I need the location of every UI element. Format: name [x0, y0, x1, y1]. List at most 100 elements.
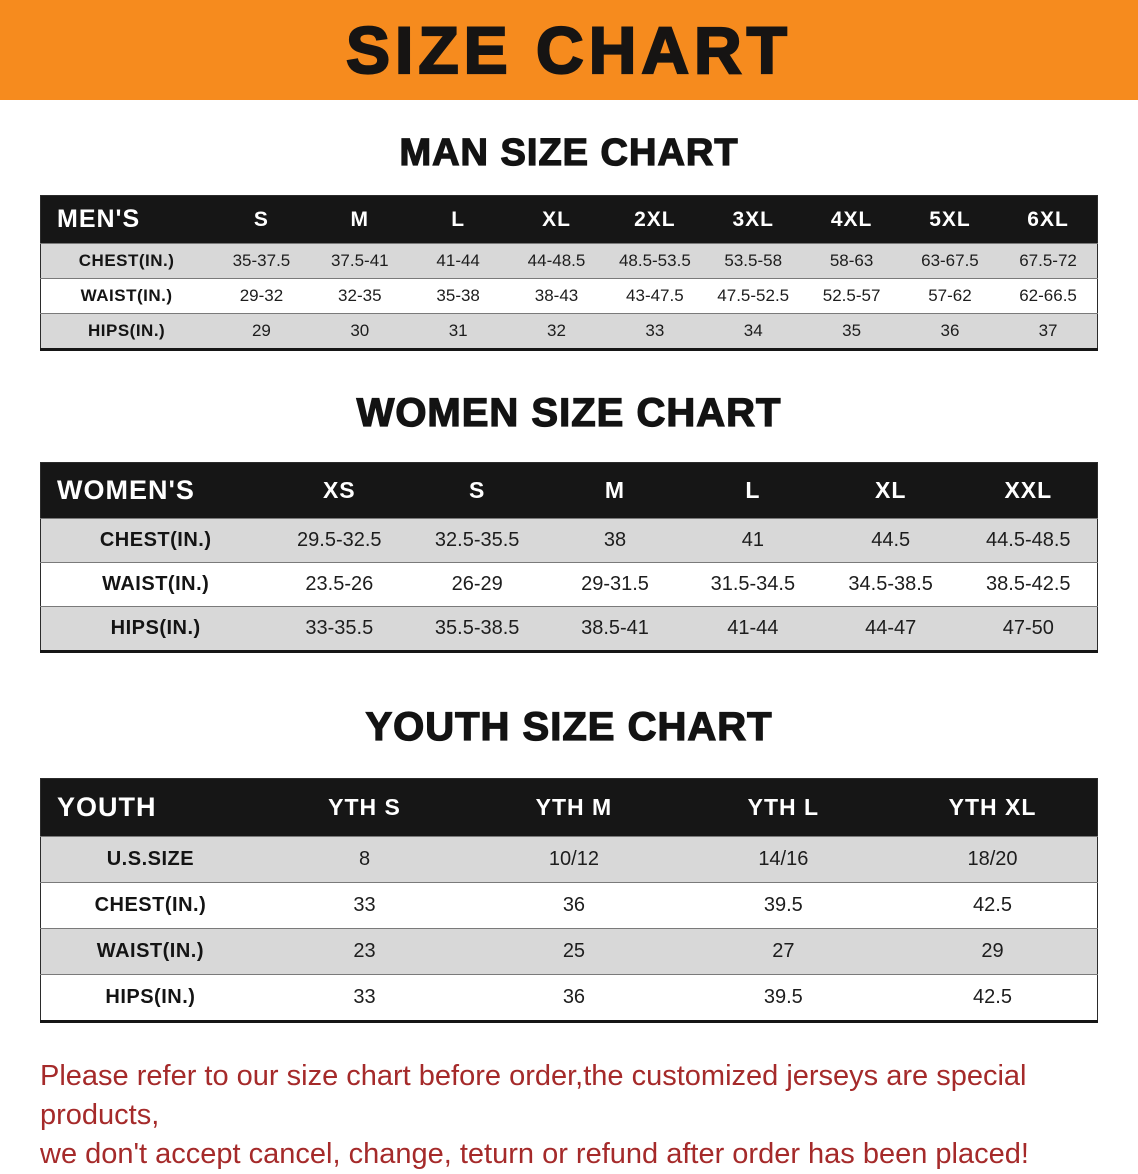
measurement-label-cell: CHEST(IN.)	[78, 251, 175, 270]
size-column-header: YTH M	[535, 794, 613, 820]
measurement-value-cell: 39.5	[763, 986, 803, 1008]
measurement-value-cell: 57-62	[928, 286, 972, 305]
measurement-row: CHEST(IN.) 35-37.5 37.5-41 41-44 44-48.5 48.5…	[40, 243, 1098, 279]
measurement-value-cell: 41-44	[727, 617, 779, 639]
measurement-value-cell: 27	[772, 940, 795, 962]
measurement-row: U.S.SIZE 8 10/12 14/16 18/20	[40, 836, 1098, 883]
measurement-value-cell: 39.5	[763, 894, 803, 916]
size-column-header: 3XL	[732, 207, 774, 231]
measurement-value-cell: 48.5-53.5	[618, 251, 691, 270]
measurement-row: WAIST(IN.) 23 25 27 29	[40, 928, 1098, 975]
measurement-row: HIPS(IN.) 33-35.5 35.5-38.5 38.5-41 41-44 44-…	[40, 606, 1098, 652]
measurement-value-cell: 47-50	[1002, 617, 1054, 639]
table-header-row: WOMEN'S XS S M L XL XXL	[40, 462, 1098, 519]
size-column-header: 6XL	[1027, 207, 1069, 231]
measurement-value-cell: 44.5	[871, 529, 911, 551]
measurement-value-cell: 42.5	[973, 894, 1012, 916]
measurement-value-cell: 10/12	[548, 848, 599, 870]
measurement-value-cell: 29-31.5	[581, 573, 649, 595]
measurement-value-cell: 36	[562, 894, 586, 916]
measurement-value-cell: 53.5-58	[724, 251, 783, 270]
table-title-cell: YOUTH	[57, 792, 157, 822]
measurement-value-cell: 32	[547, 321, 566, 340]
size-column-header: YTH S	[328, 794, 401, 820]
measurement-value-cell: 23	[353, 940, 376, 962]
women-size-table: WOMEN'S XS S M L XL XXL CHEST(IN.) 29.5-32.5 32.5…	[40, 462, 1098, 653]
measurement-value-cell: 31	[448, 321, 468, 340]
measurement-value-cell: 52.5-57	[822, 286, 881, 305]
size-column-header: L	[451, 207, 466, 231]
measurement-value-cell: 38	[603, 529, 627, 551]
size-column-header: M	[604, 477, 626, 503]
measurement-value-cell: 38.5-41	[581, 617, 649, 639]
measurement-value-cell: 34.5-38.5	[848, 573, 933, 595]
table-title-cell: MEN'S	[57, 205, 141, 233]
measurement-value-cell: 43-47.5	[626, 286, 684, 305]
measurement-value-cell: 35-37.5	[232, 251, 291, 270]
table-header-row: MEN'S S M L XL 2XL 3XL 4XL 5XL 6XL	[40, 195, 1098, 244]
measurement-row: CHEST(IN.) 33 36 39.5 42.5	[40, 882, 1098, 929]
measurement-row: HIPS(IN.) 33 36 39.5 42.5	[40, 974, 1098, 1022]
measurement-label-cell: U.S.SIZE	[106, 848, 195, 870]
measurement-value-cell: 35-38	[436, 286, 480, 305]
size-column-header: XS	[322, 477, 356, 503]
measurement-value-cell: 29	[981, 940, 1004, 962]
measurement-label-cell: HIPS(IN.)	[105, 986, 196, 1008]
man-chart-heading: MAN SIZE CHART	[399, 131, 739, 174]
measurement-label-cell: HIPS(IN.)	[88, 321, 166, 340]
measurement-value-cell: 37.5-41	[330, 251, 389, 270]
measurement-value-cell: 8	[358, 848, 371, 870]
youth-size-table: YOUTH YTH S YTH M YTH L YTH XL U.S.SIZE 8 10/12…	[40, 778, 1098, 1023]
charts-container: MAN SIZE CHART MEN'S S M L XL 2XL 3XL 4XL 5XL 6XL…	[0, 131, 1138, 1023]
measurement-value-cell: 35	[842, 321, 862, 340]
measurement-value-cell: 23.5-26	[305, 573, 374, 595]
measurement-label-cell: CHEST(IN.)	[94, 894, 207, 916]
measurement-value-cell: 58-63	[829, 251, 874, 270]
measurement-value-cell: 34	[743, 321, 763, 340]
size-column-header: XL	[874, 477, 907, 503]
measurement-value-cell: 35.5-38.5	[434, 617, 520, 639]
table-header-row: YOUTH YTH S YTH M YTH L YTH XL	[40, 778, 1098, 837]
measurement-value-cell: 29	[251, 321, 271, 340]
measurement-label-cell: HIPS(IN.)	[110, 617, 201, 639]
measurement-label-cell: WAIST(IN.)	[102, 573, 210, 595]
size-column-header: XXL	[1004, 477, 1053, 503]
measurement-value-cell: 44.5-48.5	[986, 529, 1071, 551]
size-column-header: S	[468, 477, 486, 503]
size-column-header: 5XL	[929, 207, 971, 231]
measurement-value-cell: 33	[645, 321, 665, 340]
measurement-value-cell: 18/20	[967, 848, 1018, 870]
youth-size-chart-section: YOUTH SIZE CHART YOUTH YTH S YTH M YTH L YTH…	[0, 704, 1138, 1023]
measurement-value-cell: 41-44	[436, 251, 480, 270]
measurement-value-cell: 30	[350, 321, 370, 340]
youth-chart-heading: YOUTH SIZE CHART	[365, 704, 773, 749]
measurement-value-cell: 38.5-42.5	[986, 573, 1071, 595]
measurement-value-cell: 42.5	[973, 986, 1012, 1008]
page-title: SIZE CHART	[345, 12, 792, 88]
size-column-header: 4XL	[830, 207, 873, 231]
size-column-header: YTH XL	[948, 794, 1037, 820]
measurement-value-cell: 37	[1038, 321, 1058, 340]
measurement-value-cell: 44-47	[865, 617, 917, 639]
measurement-value-cell: 32.5-35.5	[434, 529, 520, 551]
disclaimer-line-2: we don't accept cancel, change, teturn o…	[40, 1138, 1029, 1171]
measurement-value-cell: 25	[562, 940, 586, 962]
size-column-header: XL	[542, 207, 571, 231]
measurement-value-cell: 67.5-72	[1019, 251, 1077, 270]
measurement-value-cell: 33	[353, 986, 376, 1008]
measurement-value-cell: 36	[940, 321, 960, 340]
measurement-value-cell: 14/16	[758, 848, 809, 870]
size-column-header: 2XL	[634, 207, 676, 231]
size-column-header: M	[350, 207, 370, 231]
measurement-label-cell: CHEST(IN.)	[99, 529, 212, 551]
measurement-value-cell: 26-29	[451, 573, 503, 595]
measurement-row: WAIST(IN.) 29-32 32-35 35-38 38-43 43-47.5 47.…	[40, 278, 1098, 314]
men-size-table: MEN'S S M L XL 2XL 3XL 4XL 5XL 6XL CHEST(IN.) 35-37…	[40, 195, 1098, 351]
women-size-chart-section: WOMEN SIZE CHART WOMEN'S XS S M L XL XXL CHEST(…	[0, 390, 1138, 653]
title-banner: SIZE CHART	[0, 0, 1138, 100]
measurement-row: CHEST(IN.) 29.5-32.5 32.5-35.5 38 41 44.5 44.5…	[40, 518, 1098, 563]
measurement-value-cell: 41	[741, 529, 764, 551]
size-column-header: YTH L	[747, 794, 820, 820]
disclaimer: Please refer to our size chart before or…	[40, 1057, 1126, 1174]
